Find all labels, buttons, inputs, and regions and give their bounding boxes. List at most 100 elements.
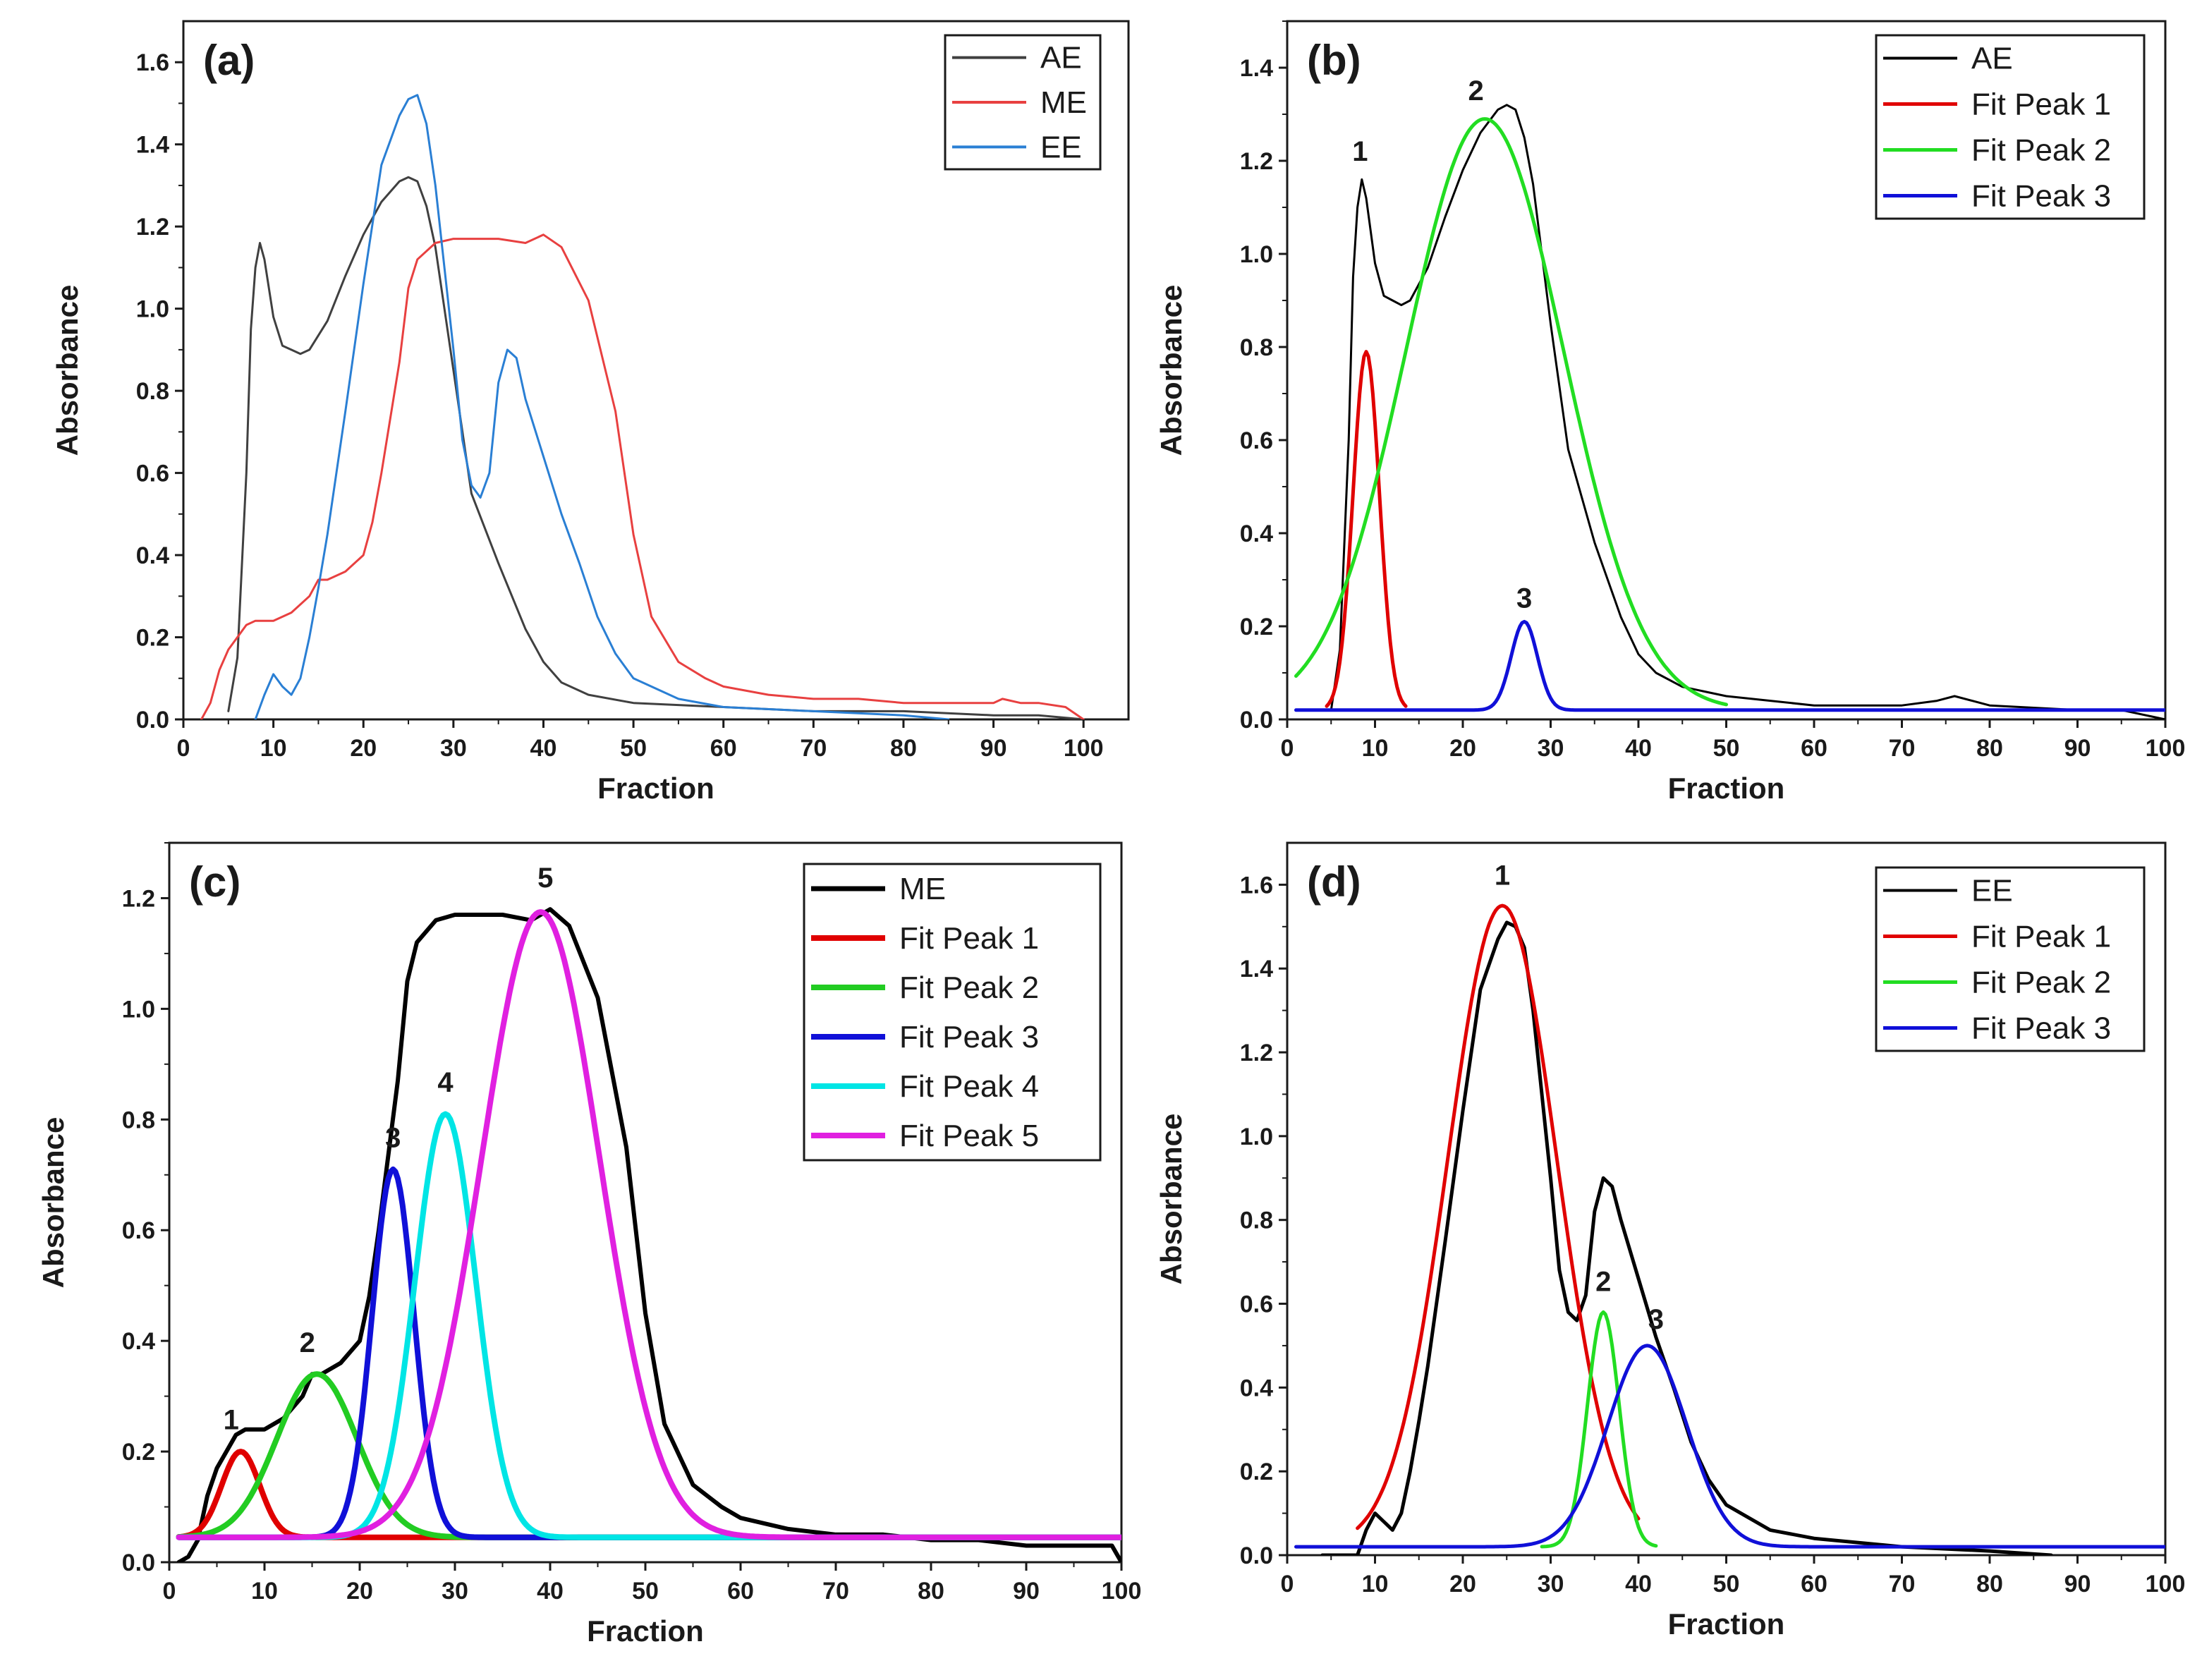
series-group [200, 94, 1085, 719]
x-tick-label: 50 [1713, 735, 1740, 762]
x-tick-label: 90 [980, 735, 1007, 762]
legend-box [1875, 34, 2146, 220]
x-tick-label: 50 [620, 735, 647, 762]
x-axis-label: Fraction [587, 1614, 704, 1648]
panel-b: 0 10 20 30 40 50 60 70 80 90 100 0.0 0.2 0.4 0.6 0.8 1.0… [1155, 20, 2186, 805]
y-tick-label: 0.0 [1240, 707, 1273, 734]
series-line-fit-peak-1 [1356, 903, 1641, 1530]
x-tick-label: 70 [822, 1578, 849, 1605]
y-axis-label: Absorbance [1155, 1114, 1188, 1285]
legend-entry: Fit Peak 2 [1971, 133, 2111, 168]
peak-label: 3 [385, 1123, 401, 1154]
x-tick-label: 90 [2064, 735, 2091, 762]
y-tick-label: 0.8 [122, 1107, 155, 1133]
x-tick-label: 20 [1449, 1571, 1476, 1597]
series-line-fit-peak-3 [1294, 619, 2165, 712]
y-tick-label: 0.6 [1240, 427, 1273, 454]
series-line-fit-peak-4 [176, 1111, 1121, 1540]
peak-label: 1 [1495, 860, 1510, 891]
legend-entry: Fit Peak 1 [1971, 920, 2111, 954]
x-tick-label: 100 [1064, 735, 1104, 762]
series-group [176, 907, 1121, 1562]
x-tick-label: 90 [2064, 1571, 2091, 1597]
peak-label: 1 [1352, 136, 1368, 167]
peak-label: 3 [1516, 583, 1532, 614]
y-axis-label: Absorbance [1155, 285, 1188, 456]
y-tick-label: 0.6 [122, 1217, 155, 1244]
x-tick-label: 100 [2146, 1571, 2186, 1597]
x-tick-label: 20 [350, 735, 377, 762]
legend-entry: AE [1971, 42, 2013, 76]
x-tick-label: 0 [1281, 735, 1294, 762]
peak-label: 2 [1595, 1267, 1611, 1298]
x-tick-label: 30 [1538, 1571, 1564, 1597]
y-tick-label: 1.2 [136, 214, 169, 241]
series-group [1294, 903, 2165, 1555]
x-tick-label: 30 [1538, 735, 1564, 762]
x-tick-label: 100 [1102, 1578, 1142, 1605]
x-axis-label: Fraction [597, 772, 714, 805]
x-tick-label: 20 [1449, 735, 1476, 762]
peak-label: 4 [437, 1067, 454, 1098]
y-tick-label: 0.0 [122, 1550, 155, 1576]
series-line-fit-peak-1 [1325, 350, 1408, 708]
y-tick-label: 0.4 [136, 542, 169, 569]
panel-label: (d) [1307, 858, 1361, 906]
y-axis-label: Absorbance [51, 285, 84, 456]
y-tick-label: 0.6 [136, 461, 169, 487]
series-line-fit-peak-2 [1540, 1310, 1658, 1549]
x-tick-label: 10 [1362, 1571, 1389, 1597]
y-tick-label: 0.2 [122, 1439, 155, 1466]
series-line-ae [227, 176, 1085, 719]
legend-entry: Fit Peak 3 [1971, 179, 2111, 214]
legend-entry: ME [899, 872, 946, 906]
legend-entry: Fit Peak 5 [899, 1119, 1039, 1153]
y-tick-label: 0.6 [1240, 1291, 1273, 1318]
series-line-fit-peak-1 [176, 1449, 1121, 1540]
x-tick-label: 70 [1889, 1571, 1916, 1597]
legend-box [803, 863, 1102, 1162]
x-tick-label: 60 [1801, 1571, 1827, 1597]
y-tick-label: 0.4 [1240, 521, 1273, 547]
peak-label: 1 [224, 1405, 239, 1436]
x-tick-label: 0 [177, 735, 190, 762]
panel-c: 0 10 20 30 40 50 60 70 80 90 100 0.0 0.2 0.4 0.6 0.8 1.0… [37, 841, 1142, 1648]
x-tick-label: 80 [1976, 735, 2003, 762]
x-tick-label: 100 [2146, 735, 2186, 762]
y-tick-label: 0.0 [1240, 1542, 1273, 1569]
series-line-fit-peak-2 [1294, 117, 1728, 707]
x-tick-label: 70 [1889, 735, 1916, 762]
y-tick-label: 1.0 [136, 296, 169, 323]
x-tick-label: 50 [1713, 1571, 1740, 1597]
y-tick-label: 0.8 [1240, 1207, 1273, 1234]
series-line-fit-peak-5 [176, 909, 1121, 1540]
panel-a: 0 10 20 30 40 50 60 70 80 90 100 0.0 0.2 0.4 0.6 0.8 1.0… [51, 20, 1130, 805]
panel-label: (a) [203, 37, 255, 84]
x-tick-label: 10 [251, 1578, 278, 1605]
legend-entry: AE [1040, 41, 1082, 75]
y-tick-label: 0.2 [1240, 1459, 1273, 1485]
legend-entry: Fit Peak 3 [899, 1020, 1039, 1054]
y-tick-label: 1.4 [1240, 55, 1273, 82]
legend-entry: ME [1040, 85, 1087, 120]
peak-label: 2 [1468, 75, 1484, 106]
y-tick-label: 1.6 [1240, 872, 1273, 899]
x-axis-label: Fraction [1668, 772, 1785, 805]
x-tick-label: 20 [346, 1578, 373, 1605]
y-tick-label: 0.2 [1240, 614, 1273, 640]
legend-entry: Fit Peak 3 [1971, 1011, 2111, 1046]
legend-entry: Fit Peak 4 [899, 1069, 1039, 1104]
x-tick-label: 0 [163, 1578, 176, 1605]
y-tick-label: 0.8 [136, 378, 169, 405]
legend-entry: EE [1971, 874, 2013, 908]
panel-label: (c) [189, 858, 241, 906]
plot-frame [182, 20, 1130, 721]
peak-label: 3 [1648, 1304, 1664, 1335]
y-tick-label: 1.6 [136, 49, 169, 76]
y-tick-label: 0.4 [1240, 1375, 1273, 1401]
y-tick-label: 1.2 [122, 885, 155, 912]
y-tick-label: 1.0 [1240, 1124, 1273, 1150]
y-tick-label: 1.0 [122, 996, 155, 1023]
y-tick-label: 1.0 [1240, 241, 1273, 268]
